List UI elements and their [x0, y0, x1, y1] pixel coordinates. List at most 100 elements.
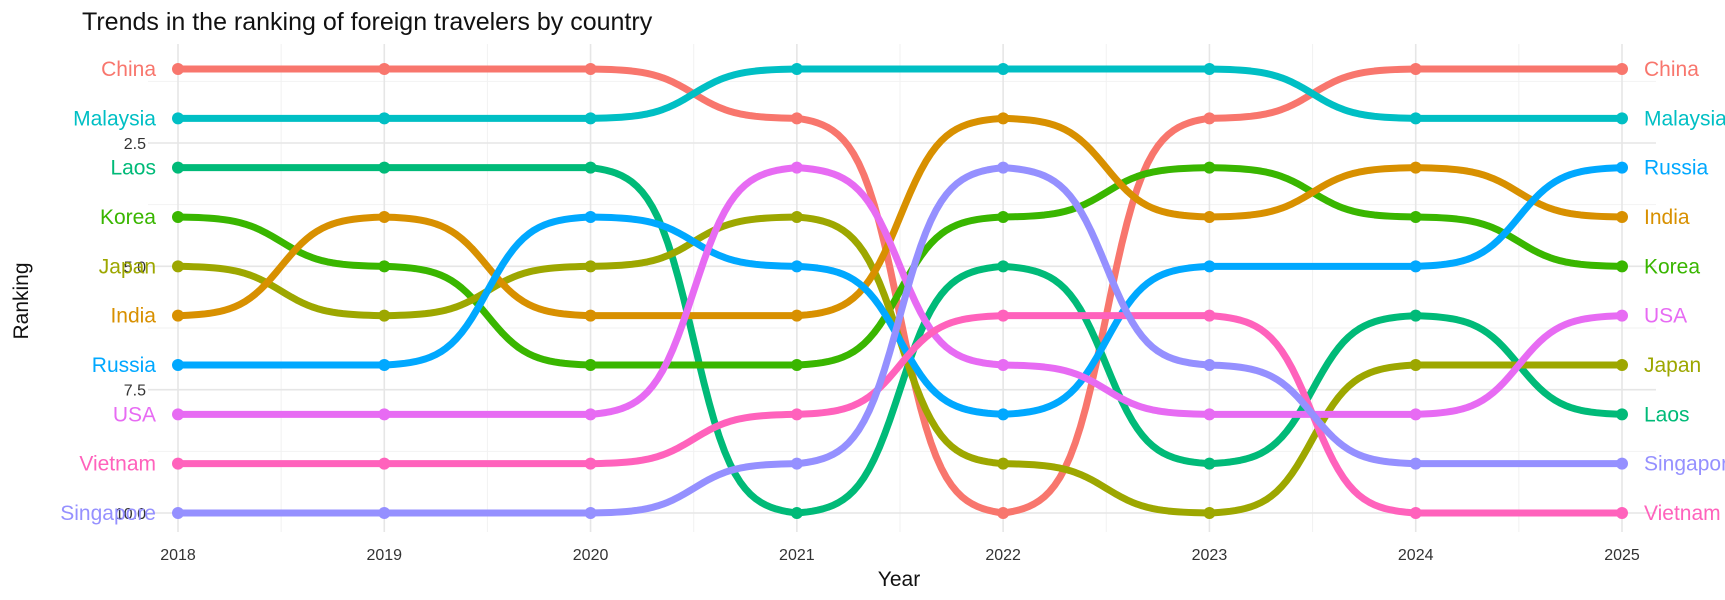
start-label-china: China [101, 58, 156, 81]
data-point-singapore [790, 457, 803, 470]
series-lines [172, 63, 1628, 519]
data-point-usa [1409, 408, 1422, 421]
end-label-vietnam: Vietnam [1644, 502, 1721, 525]
y-tick-label: 5.0 [124, 259, 146, 276]
series-line-korea [174, 164, 1626, 369]
end-label-malaysia: Malaysia [1644, 107, 1725, 130]
data-point-india [584, 309, 597, 322]
data-point-malaysia [172, 112, 184, 125]
data-point-usa [1616, 309, 1628, 322]
data-point-russia [1203, 260, 1216, 273]
data-point-laos [790, 507, 803, 519]
data-point-india [997, 112, 1010, 125]
x-tick-label: 2018 [160, 547, 196, 564]
chart-title: Trends in the ranking of foreign travele… [82, 8, 653, 36]
data-point-russia [378, 359, 391, 371]
end-label-japan: Japan [1644, 354, 1701, 377]
data-point-russia [584, 211, 597, 223]
data-point-malaysia [1409, 112, 1422, 125]
data-point-india [790, 309, 803, 322]
end-label-usa: USA [1644, 305, 1687, 328]
data-point-malaysia [378, 112, 391, 125]
data-point-singapore [378, 507, 391, 519]
x-tick-label: 2022 [985, 547, 1021, 564]
data-point-china [790, 112, 803, 125]
data-point-russia [172, 359, 184, 371]
series-malaysia [172, 63, 1628, 125]
data-point-russia [790, 260, 803, 273]
data-point-usa [584, 408, 597, 421]
data-point-japan [584, 260, 597, 273]
data-point-japan [1409, 359, 1422, 371]
series-line-malaysia [174, 65, 1626, 122]
data-point-china [997, 507, 1010, 519]
data-point-vietnam [172, 457, 184, 470]
series-line-laos [174, 164, 1626, 517]
data-point-india [1409, 161, 1422, 174]
y-tick-label: 10.0 [115, 506, 146, 523]
data-point-singapore [1203, 359, 1216, 371]
data-point-malaysia [790, 63, 803, 75]
data-point-malaysia [997, 63, 1010, 75]
x-tick-label: 2020 [573, 547, 609, 564]
data-point-japan [172, 260, 184, 273]
data-point-japan [1616, 359, 1628, 371]
start-label-india: India [110, 305, 156, 328]
end-labels: China China Malaysia Malaysia Laos Laos Korea K… [60, 58, 1725, 525]
data-point-vietnam [1616, 507, 1628, 519]
data-point-malaysia [1203, 63, 1216, 75]
data-point-laos [1409, 309, 1422, 322]
end-label-singapore: Singapore [1644, 453, 1725, 476]
data-point-usa [790, 161, 803, 174]
start-label-usa: USA [113, 403, 156, 426]
data-point-korea [1203, 161, 1216, 174]
data-point-russia [997, 408, 1010, 421]
x-tick-label: 2019 [366, 547, 402, 564]
x-axis-title: Year [878, 568, 920, 591]
data-point-korea [378, 260, 391, 273]
data-point-korea [790, 359, 803, 371]
data-point-usa [1203, 408, 1216, 421]
end-label-china: China [1644, 58, 1699, 81]
data-point-vietnam [790, 408, 803, 421]
data-point-india [172, 309, 184, 322]
data-point-china [378, 63, 391, 75]
data-point-usa [997, 359, 1010, 371]
data-point-japan [997, 457, 1010, 470]
data-point-korea [997, 211, 1010, 223]
data-point-malaysia [1616, 112, 1628, 125]
data-point-korea [1616, 260, 1628, 273]
data-point-india [1616, 211, 1628, 223]
data-point-laos [378, 161, 391, 174]
data-point-russia [1409, 260, 1422, 273]
data-point-singapore [997, 161, 1010, 174]
axes: Trends in the ranking of foreign travele… [10, 8, 920, 591]
series-usa [172, 161, 1628, 421]
series-vietnam [172, 309, 1628, 519]
data-point-laos [1203, 457, 1216, 470]
start-label-japan: Japan [99, 255, 156, 278]
data-point-vietnam [584, 457, 597, 470]
series-korea [172, 161, 1628, 371]
y-tick-label: 2.5 [124, 136, 146, 153]
data-point-singapore [1616, 457, 1628, 470]
data-point-vietnam [1203, 309, 1216, 322]
y-tick-label: 7.5 [124, 383, 146, 400]
data-point-usa [378, 408, 391, 421]
data-point-korea [584, 359, 597, 371]
end-label-laos: Laos [1644, 403, 1690, 426]
start-label-vietnam: Vietnam [79, 453, 156, 476]
series-india [172, 112, 1628, 322]
y-axis-title: Ranking [10, 262, 33, 339]
data-point-russia [1616, 161, 1628, 174]
data-point-india [378, 211, 391, 223]
data-point-china [172, 63, 184, 75]
data-point-singapore [1409, 457, 1422, 470]
series-line-singapore [174, 164, 1626, 517]
start-label-laos: Laos [110, 157, 156, 180]
data-point-vietnam [378, 457, 391, 470]
x-tick-label: 2024 [1398, 547, 1434, 564]
data-point-japan [378, 309, 391, 322]
data-point-malaysia [584, 112, 597, 125]
